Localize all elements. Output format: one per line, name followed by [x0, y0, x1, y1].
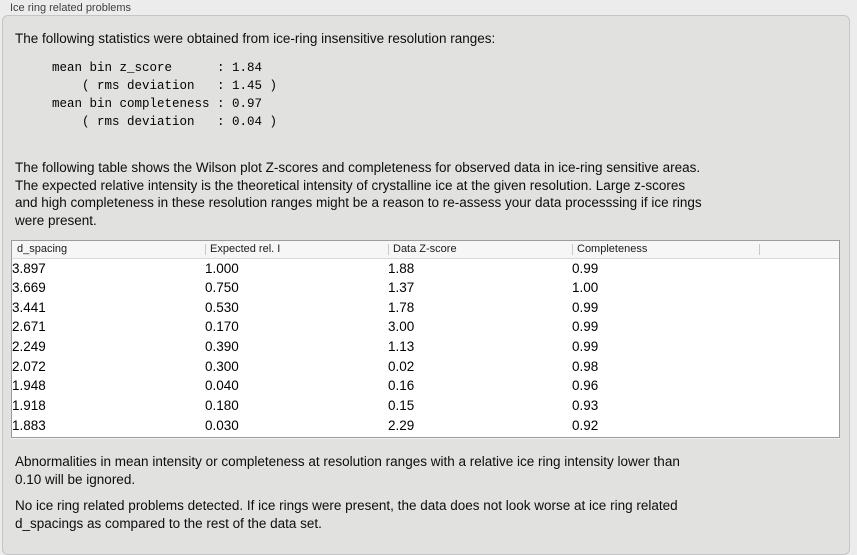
- column-header-expected-rel-i[interactable]: Expected rel. I: [205, 241, 388, 259]
- table-cell[interactable]: [759, 376, 839, 396]
- table-cell[interactable]: 1.78: [388, 299, 415, 315]
- table-cell[interactable]: 0.99: [572, 339, 599, 355]
- ignore-note-text: Abnormalities in mean intensity or compl…: [15, 454, 680, 487]
- table-cell[interactable]: [759, 297, 839, 317]
- groupbox-title: Ice ring related problems: [10, 2, 132, 14]
- table-cell[interactable]: 0.300: [205, 358, 239, 374]
- table-cell[interactable]: [759, 356, 839, 376]
- table-cell[interactable]: 1.88: [388, 260, 415, 276]
- table-row[interactable]: 2.072 0.300 0.02 0.98: [12, 356, 839, 376]
- table-cell[interactable]: 0.15: [388, 398, 415, 414]
- stats-block: mean bin z_score : 1.84 ( rms deviation …: [52, 61, 278, 129]
- table-row[interactable]: 1.948 0.040 0.16 0.96: [12, 376, 839, 396]
- table-cell[interactable]: 0.390: [205, 339, 239, 355]
- table-cell[interactable]: 0.170: [205, 319, 239, 335]
- table-cell[interactable]: 0.16: [388, 378, 415, 394]
- table-row[interactable]: 1.918 0.180 0.15 0.93: [12, 396, 839, 416]
- table-cell[interactable]: 3.897: [12, 260, 46, 276]
- table-cell[interactable]: 0.180: [205, 398, 239, 414]
- ice-ring-panel: The following statistics were obtained f…: [2, 15, 850, 555]
- intro-text: The following statistics were obtained f…: [15, 31, 496, 46]
- table-row[interactable]: 3.669 0.750 1.37 1.00: [12, 278, 839, 298]
- table-cell[interactable]: [759, 317, 839, 337]
- table-cell[interactable]: 2.249: [12, 339, 46, 355]
- table-cell[interactable]: 0.98: [572, 358, 599, 374]
- column-header-data-z-score[interactable]: Data Z-score: [388, 241, 572, 259]
- table-cell[interactable]: [759, 416, 839, 436]
- table-cell[interactable]: 0.96: [572, 378, 599, 394]
- table-cell[interactable]: [759, 396, 839, 416]
- table-cell[interactable]: 0.040: [205, 378, 239, 394]
- table-row[interactable]: 2.671 0.170 3.00 0.99: [12, 317, 839, 337]
- table-cell[interactable]: 1.948: [12, 378, 46, 394]
- table-cell[interactable]: 0.750: [205, 280, 239, 296]
- table-cell[interactable]: [759, 258, 839, 278]
- table-cell[interactable]: [759, 337, 839, 357]
- table-cell[interactable]: 0.99: [572, 299, 599, 315]
- table-row[interactable]: 3.897 1.000 1.88 0.99: [12, 258, 839, 278]
- table-cell[interactable]: 2.671: [12, 319, 46, 335]
- table-cell[interactable]: 0.530: [205, 299, 239, 315]
- table-cell[interactable]: 1.918: [12, 398, 46, 414]
- table-cell[interactable]: 1.883: [12, 417, 46, 433]
- column-header-completeness[interactable]: Completeness: [572, 241, 759, 259]
- table-cell[interactable]: 3.441: [12, 299, 46, 315]
- table-cell[interactable]: 1.00: [572, 280, 599, 296]
- table-cell[interactable]: 3.00: [388, 319, 415, 335]
- table-cell[interactable]: 0.030: [205, 417, 239, 433]
- table-row[interactable]: 1.883 0.030 2.29 0.92: [12, 416, 839, 436]
- table-cell[interactable]: 0.93: [572, 398, 599, 414]
- table-cell[interactable]: 1.37: [388, 280, 415, 296]
- table-header-row: d_spacing Expected rel. I Data Z-score Comp…: [12, 241, 839, 259]
- table-row[interactable]: 3.441 0.530 1.78 0.99: [12, 297, 839, 317]
- column-header-d-spacing[interactable]: d_spacing: [12, 241, 205, 259]
- table-cell[interactable]: 1.000: [205, 260, 239, 276]
- table-description-text: The following table shows the Wilson plo…: [15, 160, 702, 229]
- table-cell[interactable]: 1.13: [388, 339, 415, 355]
- conclusion-text: No ice ring related problems detected. I…: [15, 498, 678, 531]
- table-cell[interactable]: 2.072: [12, 358, 46, 374]
- ice-ring-table: d_spacing Expected rel. I Data Z-score Comp…: [11, 240, 840, 438]
- table-body: 3.897 1.000 1.88 0.99 3.669 0.750 1.37 1.00 3.44…: [12, 258, 839, 435]
- table-cell[interactable]: 0.99: [572, 319, 599, 335]
- table-cell[interactable]: 0.02: [388, 358, 415, 374]
- table-cell[interactable]: [759, 278, 839, 298]
- table-cell[interactable]: 3.669: [12, 280, 46, 296]
- table-cell[interactable]: 2.29: [388, 417, 415, 433]
- table-cell[interactable]: 0.99: [572, 260, 599, 276]
- table-row[interactable]: 2.249 0.390 1.13 0.99: [12, 337, 839, 357]
- table-cell[interactable]: 0.92: [572, 417, 599, 433]
- column-header-empty[interactable]: [759, 241, 839, 259]
